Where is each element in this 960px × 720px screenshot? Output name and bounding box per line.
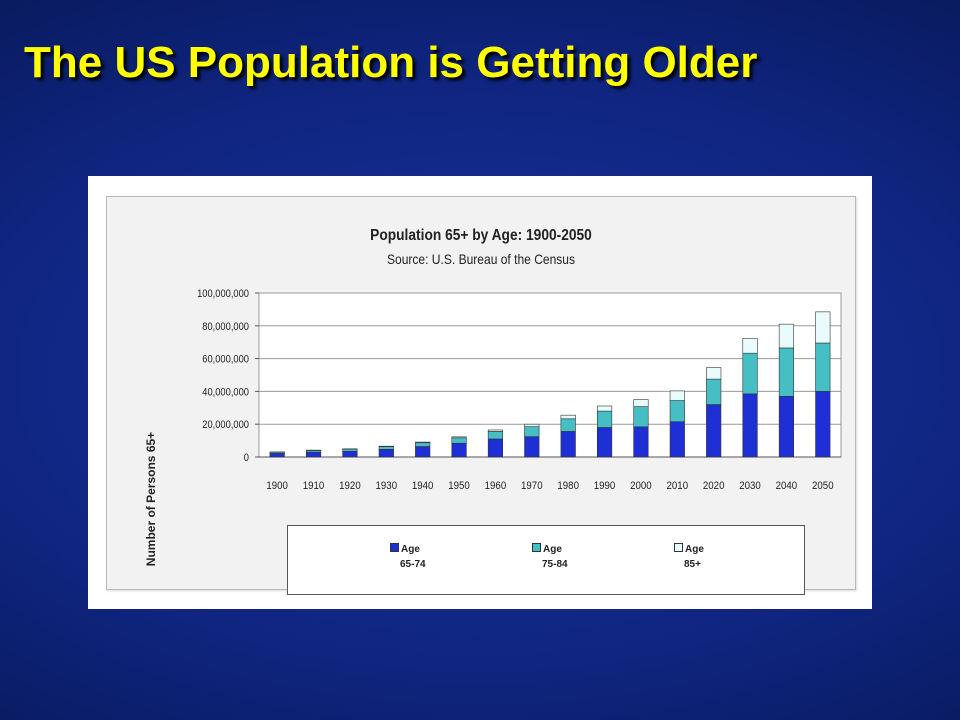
x-tick-label: 1960 xyxy=(485,481,507,493)
x-tick-label: 1940 xyxy=(412,481,434,493)
bar-age-85-2030 xyxy=(742,338,758,354)
chart-image: Population 65+ by Age: 1900-2050 Source:… xyxy=(88,176,872,609)
bar-age-75-84-1930 xyxy=(378,446,394,450)
x-tick-label: 1970 xyxy=(521,481,543,493)
chart-legend: Age 65-74 Age 75-84 Age 85+ xyxy=(287,525,805,595)
bar-age-85-1980 xyxy=(560,414,576,420)
slide-title: The US Population is Getting Older xyxy=(24,38,758,87)
chart-frame: Population 65+ by Age: 1900-2050 Source:… xyxy=(106,196,856,595)
x-tick-label: 2020 xyxy=(703,481,725,493)
bar-age-65-74-1990 xyxy=(596,427,613,458)
x-tick-label: 2030 xyxy=(739,481,761,493)
bar-age-85-2040 xyxy=(778,323,795,349)
bar-age-65-74-1950 xyxy=(451,442,467,458)
bar-age-85-1950 xyxy=(451,436,467,439)
bar-age-65-74-1930 xyxy=(378,448,394,458)
bar-age-65-74-2010 xyxy=(669,421,685,458)
stacked-bar-chart: 0 20,000,000 40,000,000 60,000,000 80,000,00… xyxy=(197,288,842,493)
bar-age-85-2050 xyxy=(815,311,831,344)
x-tick-label: 2000 xyxy=(630,481,652,493)
y-tick-label: 100,000,000 xyxy=(197,288,249,300)
legend-range-label: 75-84 xyxy=(542,559,568,570)
legend-range-label: 65-74 xyxy=(400,559,426,570)
bar-age-65-74-1980 xyxy=(560,431,576,458)
bar-age-75-84-1950 xyxy=(451,437,467,444)
x-tick-label: 2040 xyxy=(776,481,798,493)
bar-age-65-74-2050 xyxy=(815,391,831,458)
x-tick-label: 2010 xyxy=(667,481,689,493)
y-tick-label: 60,000,000 xyxy=(202,354,249,366)
bar-age-65-74-1940 xyxy=(415,446,431,458)
x-tick-label: 1930 xyxy=(376,481,398,493)
legend-label: Age xyxy=(543,544,562,555)
x-tick-label: 1980 xyxy=(557,481,579,493)
bar-age-65-74-1920 xyxy=(342,450,358,458)
bar-age-85-1960 xyxy=(487,429,504,432)
bar-age-65-74-1960 xyxy=(487,438,504,458)
x-tick-label: 1910 xyxy=(303,481,325,493)
y-tick-label: 0 xyxy=(244,452,249,464)
legend-swatch xyxy=(674,543,683,552)
x-tick-label: 1990 xyxy=(594,481,616,493)
x-tick-label: 1950 xyxy=(448,481,470,493)
chart-title: Population 65+ by Age: 1900-2050 xyxy=(370,227,592,244)
bar-age-75-84-1990 xyxy=(596,410,613,428)
legend-swatch xyxy=(390,543,399,552)
bar-age-65-74-2030 xyxy=(742,393,758,458)
legend-swatch xyxy=(532,543,541,552)
chart-subtitle: Source: U.S. Bureau of the Census xyxy=(386,251,576,267)
y-tick-label: 40,000,000 xyxy=(202,387,249,399)
bar-age-65-74-2040 xyxy=(778,396,795,458)
bar-age-75-84-2000 xyxy=(633,406,649,428)
bar-age-75-84-1940 xyxy=(415,442,431,447)
bar-age-65-74-2000 xyxy=(633,426,649,458)
bar-age-75-84-2050 xyxy=(815,342,831,392)
bar-age-85-2000 xyxy=(633,399,649,407)
legend-label: Age xyxy=(685,544,704,555)
bar-age-75-84-1920 xyxy=(342,448,358,452)
bar-age-85-2010 xyxy=(669,390,685,401)
bar-age-85-1990 xyxy=(596,405,613,412)
bar-age-85-2020 xyxy=(706,367,722,380)
legend-item: Age 65-74 xyxy=(390,542,480,572)
bar-age-75-84-2020 xyxy=(706,378,722,405)
x-tick-label: 1900 xyxy=(266,481,288,493)
legend-label: Age xyxy=(401,544,420,555)
x-tick-label: 1920 xyxy=(339,481,361,493)
bar-age-65-74-1900 xyxy=(269,453,285,458)
legend-item: Age 75-84 xyxy=(532,542,622,572)
bar-age-65-74-1970 xyxy=(524,436,540,458)
bar-age-75-84-1980 xyxy=(560,418,576,432)
bar-age-85-1940 xyxy=(415,441,431,444)
x-tick-label: 2050 xyxy=(812,481,834,493)
y-tick-label: 80,000,000 xyxy=(202,321,249,333)
bar-age-75-84-2030 xyxy=(742,352,758,395)
bar-age-85-1970 xyxy=(524,423,540,427)
bar-age-75-84-2010 xyxy=(669,400,685,423)
y-tick-label: 20,000,000 xyxy=(202,420,249,432)
bar-age-65-74-2020 xyxy=(706,404,722,458)
legend-range-label: 85+ xyxy=(684,559,701,570)
legend-item: Age 85+ xyxy=(674,542,764,572)
bar-age-65-74-1910 xyxy=(305,451,322,458)
bar-age-75-84-2040 xyxy=(778,347,795,397)
bar-age-75-84-1970 xyxy=(524,426,540,437)
bar-age-75-84-1960 xyxy=(487,431,504,440)
